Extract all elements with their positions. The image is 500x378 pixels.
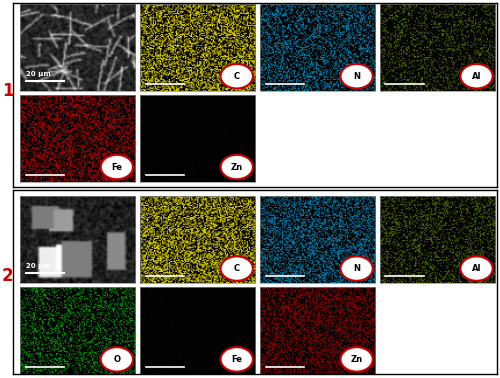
Circle shape xyxy=(460,256,492,281)
Circle shape xyxy=(100,155,133,179)
Text: 20 μm: 20 μm xyxy=(26,71,50,77)
Circle shape xyxy=(220,256,253,281)
Circle shape xyxy=(340,256,373,281)
Text: N: N xyxy=(353,264,360,273)
Text: O: O xyxy=(114,355,120,364)
Circle shape xyxy=(220,347,253,372)
Text: Fe: Fe xyxy=(231,355,242,364)
Circle shape xyxy=(340,64,373,88)
Text: 2: 2 xyxy=(2,267,14,285)
Text: Zn: Zn xyxy=(230,163,243,172)
Text: Al: Al xyxy=(472,264,482,273)
Text: Al: Al xyxy=(472,72,482,81)
Circle shape xyxy=(100,347,133,372)
Circle shape xyxy=(340,347,373,372)
Text: C: C xyxy=(234,264,240,273)
Text: Zn: Zn xyxy=(350,355,362,364)
Circle shape xyxy=(220,64,253,88)
Text: 20 μm: 20 μm xyxy=(26,263,50,270)
Text: N: N xyxy=(353,72,360,81)
Circle shape xyxy=(220,155,253,179)
Text: 1: 1 xyxy=(2,82,13,100)
Text: Fe: Fe xyxy=(112,163,122,172)
Text: C: C xyxy=(234,72,240,81)
Circle shape xyxy=(460,64,492,88)
